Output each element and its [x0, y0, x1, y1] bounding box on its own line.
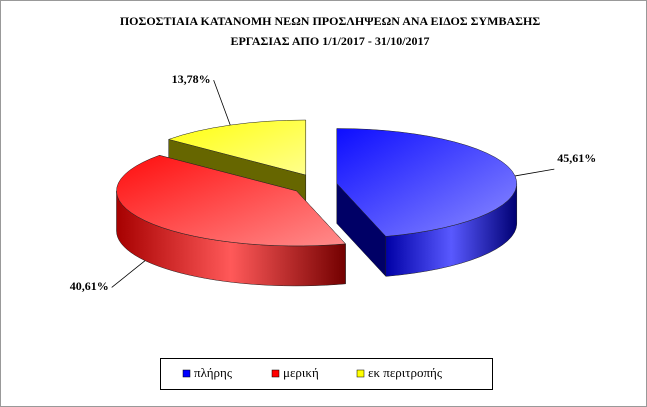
data-label: 45,61% — [557, 151, 596, 165]
legend-swatch — [182, 369, 191, 378]
chart-title: ΕΡΓΑΣΙΑΣ ΑΠΟ 1/1/2017 - 31/10/2017 — [230, 34, 429, 48]
legend-swatch — [271, 369, 280, 378]
data-label: 13,78% — [172, 72, 211, 86]
chart-title: ΠΟΣΟΣΤΙΑΙΑ ΚΑΤΑΝΟΜΗ ΝΕΩΝ ΠΡΟΣΛΗΨΕΩΝ ΑΝΑ … — [120, 14, 541, 28]
slice-top — [116, 155, 347, 247]
leader-line — [213, 80, 231, 126]
slice-top — [167, 119, 307, 176]
legend-box — [160, 358, 493, 390]
legend-swatch — [356, 369, 365, 378]
data-label: 40,61% — [70, 279, 109, 293]
slice — [116, 154, 347, 287]
leader-line — [111, 260, 146, 288]
legend-label: εκ περιτροπής — [368, 365, 443, 380]
slice-top — [336, 128, 518, 237]
legend-label: πλήρης — [194, 365, 233, 380]
slice — [336, 128, 518, 278]
legend-label: μερική — [283, 365, 319, 380]
leader-line — [515, 168, 555, 177]
